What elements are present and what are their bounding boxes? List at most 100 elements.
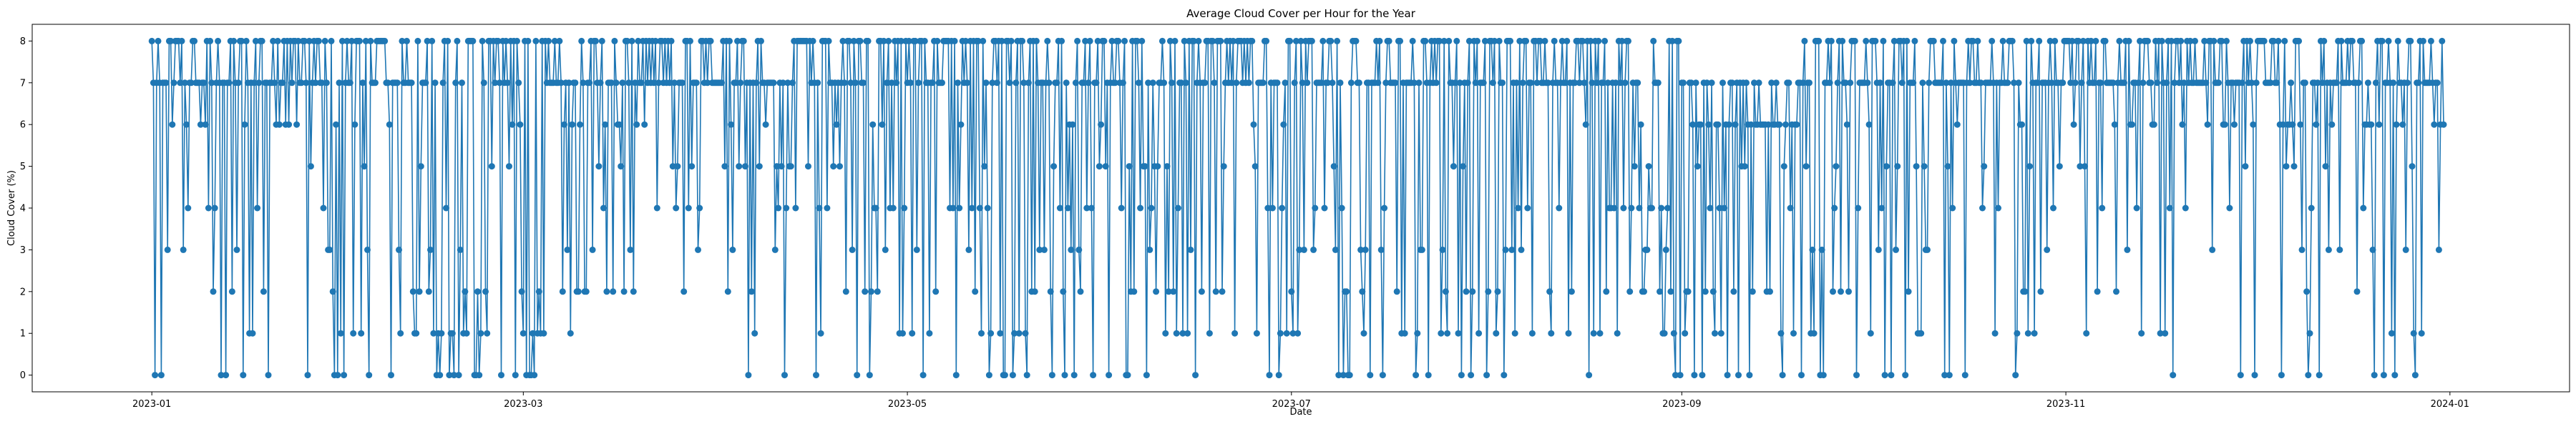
data-point bbox=[1020, 79, 1028, 87]
data-point bbox=[2273, 79, 2280, 87]
data-point bbox=[181, 79, 188, 87]
data-point bbox=[1015, 330, 1023, 337]
data-point bbox=[502, 37, 509, 44]
data-point bbox=[2267, 79, 2274, 87]
data-point bbox=[346, 79, 353, 87]
data-point bbox=[1628, 204, 1635, 212]
data-point bbox=[439, 79, 447, 87]
data-point bbox=[2094, 288, 2101, 295]
data-point bbox=[1033, 37, 1040, 44]
data-point bbox=[2171, 79, 2178, 87]
data-point bbox=[252, 37, 259, 44]
data-point bbox=[1106, 372, 1113, 379]
data-point bbox=[2411, 372, 2419, 379]
data-point bbox=[1329, 79, 1336, 87]
data-point bbox=[1001, 372, 1008, 379]
data-point bbox=[1439, 246, 1446, 253]
data-point bbox=[2138, 330, 2145, 337]
data-point bbox=[1981, 163, 1988, 170]
data-point bbox=[333, 121, 340, 128]
data-point bbox=[809, 37, 816, 44]
data-point bbox=[2439, 37, 2446, 44]
data-point bbox=[271, 79, 278, 87]
data-point bbox=[1568, 288, 1575, 295]
data-point bbox=[1173, 330, 1180, 337]
data-point bbox=[293, 121, 301, 128]
data-point bbox=[1011, 330, 1018, 337]
data-point bbox=[1352, 37, 1360, 44]
data-point bbox=[1516, 37, 1523, 44]
data-point bbox=[1108, 37, 1116, 44]
data-point bbox=[286, 121, 293, 128]
data-point bbox=[1393, 288, 1400, 295]
data-point bbox=[1705, 121, 1712, 128]
data-point bbox=[315, 37, 322, 44]
data-point bbox=[1749, 288, 1756, 295]
data-point bbox=[1118, 204, 1125, 212]
data-point bbox=[1455, 330, 1462, 337]
data-point bbox=[2435, 246, 2442, 253]
data-point bbox=[1069, 121, 1076, 128]
data-point bbox=[620, 288, 628, 295]
data-point bbox=[1206, 330, 1213, 337]
data-point bbox=[2179, 121, 2186, 128]
data-point bbox=[2402, 246, 2409, 253]
data-point bbox=[981, 163, 988, 170]
data-point bbox=[2087, 37, 2094, 44]
data-point bbox=[1518, 246, 1525, 253]
data-point bbox=[2250, 121, 2257, 128]
data-point bbox=[162, 79, 170, 87]
data-point bbox=[962, 37, 969, 44]
data-point bbox=[1596, 330, 1604, 337]
data-point bbox=[1515, 204, 1522, 212]
data-point bbox=[1115, 37, 1122, 44]
data-point bbox=[968, 204, 975, 212]
data-point bbox=[1192, 372, 1199, 379]
data-point bbox=[597, 79, 604, 87]
data-point bbox=[1068, 246, 1075, 253]
data-point bbox=[1601, 37, 1609, 44]
data-point bbox=[2137, 37, 2143, 44]
data-point bbox=[2210, 37, 2218, 44]
data-point bbox=[2226, 204, 2233, 212]
data-point bbox=[1287, 37, 1294, 44]
data-point bbox=[1146, 246, 1153, 253]
data-point bbox=[1634, 79, 1641, 87]
data-point bbox=[2166, 204, 2173, 212]
data-point bbox=[2360, 204, 2367, 212]
data-point bbox=[1930, 37, 1937, 44]
data-point bbox=[1288, 288, 1295, 295]
data-point bbox=[169, 121, 176, 128]
data-point bbox=[178, 37, 185, 44]
data-point bbox=[525, 37, 532, 44]
data-point bbox=[397, 330, 404, 337]
data-point bbox=[912, 37, 919, 44]
data-point bbox=[2306, 330, 2313, 337]
data-point bbox=[955, 79, 961, 87]
data-point bbox=[1334, 37, 1341, 44]
data-point bbox=[1009, 372, 1016, 379]
data-point bbox=[1995, 204, 2001, 212]
data-point bbox=[506, 163, 512, 170]
data-point bbox=[416, 288, 423, 295]
data-point bbox=[1131, 288, 1138, 295]
data-point bbox=[778, 163, 785, 170]
data-point bbox=[157, 372, 165, 379]
x-tick-label: 2023-11 bbox=[2046, 399, 2085, 410]
data-point bbox=[841, 79, 848, 87]
data-point bbox=[1527, 79, 1534, 87]
data-point bbox=[1425, 372, 1432, 379]
data-point bbox=[1013, 79, 1020, 87]
data-point bbox=[671, 79, 678, 87]
data-point bbox=[2313, 121, 2320, 128]
data-point bbox=[950, 204, 957, 212]
data-point bbox=[1979, 204, 1986, 212]
data-point bbox=[770, 79, 777, 87]
data-point bbox=[1787, 204, 1794, 212]
data-point bbox=[1475, 330, 1483, 337]
data-point bbox=[1926, 79, 1933, 87]
data-point bbox=[2121, 79, 2127, 87]
data-point bbox=[1818, 246, 1825, 253]
data-point bbox=[688, 163, 696, 170]
data-point bbox=[1061, 372, 1068, 379]
